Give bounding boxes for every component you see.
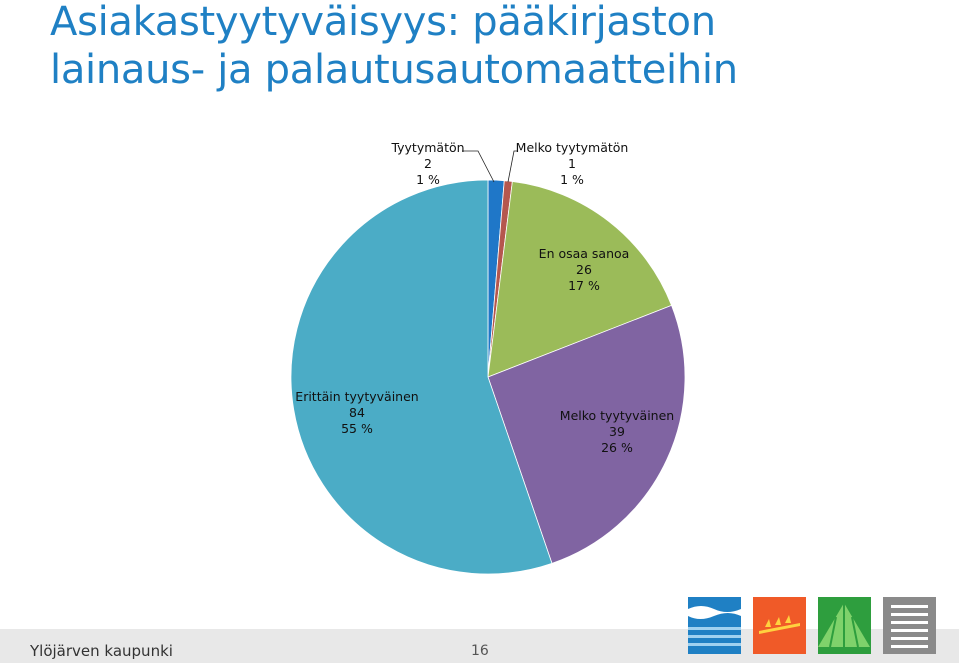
building-logo-icon xyxy=(883,597,936,654)
pie-slice xyxy=(290,179,553,575)
slice-label: Tyytymätön 2 1 % xyxy=(390,140,464,187)
slice-label-percent: 17 % xyxy=(568,278,600,293)
title-line-1: Asiakastyytyväisyys: pääkirjaston xyxy=(50,0,716,45)
pie-slices xyxy=(290,179,686,575)
grain-logo-icon xyxy=(753,597,806,654)
slice-label-count: 2 xyxy=(424,156,432,171)
slice-label-count: 26 xyxy=(576,262,592,277)
pie-slice xyxy=(487,304,686,564)
slice-label-name: Melko tyytyväinen xyxy=(560,408,674,423)
slide-title: Asiakastyytyväisyys: pääkirjaston lainau… xyxy=(50,0,930,94)
slice-label-percent: 1 % xyxy=(416,172,440,187)
slice-label: En osaa sanoa 26 17 % xyxy=(539,246,630,293)
slice-labels: Tyytymätön 2 1 %Melko tyytymätön 1 1 %En osa… xyxy=(295,140,674,455)
slice-label: Melko tyytymätön 1 1 % xyxy=(516,140,629,187)
slice-label-percent: 26 % xyxy=(601,440,633,455)
slice-label-name: Melko tyytymätön xyxy=(516,140,629,155)
leader-lines xyxy=(462,150,518,183)
slice-label-count: 39 xyxy=(609,424,625,439)
leader-line xyxy=(507,150,518,183)
pie-slice xyxy=(487,181,673,378)
slice-label-count: 84 xyxy=(349,405,365,420)
water-logo-icon xyxy=(688,597,741,654)
field-logo-icon xyxy=(818,597,871,654)
slice-label-name: En osaa sanoa xyxy=(539,246,630,261)
slice-label-name: Erittäin tyytyväinen xyxy=(295,389,418,404)
slice-label-count: 1 xyxy=(568,156,576,171)
page-number: 16 xyxy=(471,643,489,659)
slice-label-percent: 55 % xyxy=(341,421,373,436)
leader-line xyxy=(462,150,495,183)
slice-label-percent: 1 % xyxy=(560,172,584,187)
slice-label-name: Tyytymätön xyxy=(390,140,464,155)
title-line-2: lainaus- ja palautusautomaatteihin xyxy=(50,47,738,93)
slice-label: Erittäin tyytyväinen 84 55 % xyxy=(295,389,418,436)
slice-label: Melko tyytyväinen 39 26 % xyxy=(560,408,674,455)
footer-organization: Ylöjärven kaupunki xyxy=(30,642,173,660)
